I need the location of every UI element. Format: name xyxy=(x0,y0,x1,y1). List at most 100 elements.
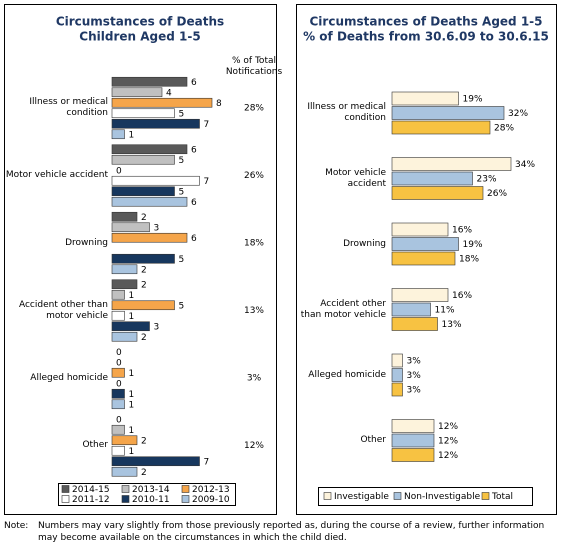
value-label: 2 xyxy=(141,265,147,275)
bar xyxy=(391,433,435,448)
value-label: 0 xyxy=(116,358,122,368)
value-label: 11% xyxy=(435,306,455,316)
chart-title: Children Aged 1-5 xyxy=(79,30,200,44)
bar xyxy=(111,97,213,108)
bar xyxy=(111,289,125,300)
legend-swatch xyxy=(121,495,130,503)
value-label: 26% xyxy=(487,189,507,199)
legend-label: 2009-10 xyxy=(192,495,230,505)
value-label: 8 xyxy=(216,99,222,109)
value-label: 0 xyxy=(116,348,122,358)
share-label: 3% xyxy=(247,374,262,384)
bar xyxy=(391,302,431,317)
bar xyxy=(391,448,435,462)
category-label: Motor vehicle accident xyxy=(5,170,108,180)
category-label-box: Other xyxy=(82,440,108,450)
value-label: 2 xyxy=(141,436,147,446)
bar xyxy=(391,222,449,237)
value-label: 5 xyxy=(179,301,185,311)
value-label: 3% xyxy=(407,386,422,396)
value-label: 1 xyxy=(129,447,135,457)
category-label-box: Drowning xyxy=(65,237,108,248)
value-label: 0 xyxy=(116,415,122,425)
bar xyxy=(111,186,175,197)
value-label: 16% xyxy=(452,291,472,301)
legend-swatch xyxy=(393,492,402,500)
value-label: 1 xyxy=(129,426,135,436)
bar xyxy=(111,76,188,87)
bar xyxy=(111,445,125,456)
bar xyxy=(111,321,150,332)
note: Note: Numbers may vary slightly from thos… xyxy=(4,520,560,544)
category-label-box: Other xyxy=(360,435,386,445)
value-label: 16% xyxy=(452,226,472,236)
legend-label: 2013-14 xyxy=(132,485,170,495)
share-label: 26% xyxy=(244,171,264,181)
bar xyxy=(111,118,200,129)
bar xyxy=(111,388,125,399)
bar xyxy=(391,251,456,266)
share-label: 28% xyxy=(244,104,264,114)
bar xyxy=(391,186,484,200)
category-label-box: Drowning xyxy=(343,238,386,249)
legend-label: 2012-13 xyxy=(192,485,230,495)
value-label: 6 xyxy=(191,198,197,208)
value-label: 7 xyxy=(204,177,210,187)
category-label: Drowning xyxy=(65,237,108,248)
legend-label: 2014-15 xyxy=(72,485,110,495)
category-label: Alleged homicide xyxy=(30,372,108,383)
share-label: 13% xyxy=(244,306,264,316)
legend-swatch xyxy=(323,492,332,500)
category-label-box: Illness or medical condition xyxy=(29,97,108,118)
value-label: 19% xyxy=(463,95,483,105)
share-header: % of Total Notifications xyxy=(225,56,283,77)
value-label: 12% xyxy=(438,422,458,432)
bar xyxy=(111,175,200,186)
category-label: Illness or medical condition xyxy=(307,102,386,123)
bar xyxy=(391,157,512,171)
value-label: 5 xyxy=(179,156,185,166)
legend-swatch xyxy=(181,485,190,493)
value-label: 5 xyxy=(179,255,185,265)
bar xyxy=(391,237,459,251)
legend-label: Non-Investigable xyxy=(404,492,481,502)
value-label: 1 xyxy=(129,400,135,410)
category-label: Other xyxy=(360,435,386,445)
category-label: Drowning xyxy=(343,238,386,249)
value-label: 1 xyxy=(129,130,135,140)
value-label: 1 xyxy=(129,291,135,301)
value-label: 4 xyxy=(166,88,172,98)
chart-title: Circumstances of Deaths Aged 1-5 xyxy=(310,15,543,29)
value-label: 3% xyxy=(407,357,422,367)
panel-border xyxy=(296,4,557,515)
bar xyxy=(111,310,125,321)
bar xyxy=(391,171,473,186)
value-label: 18% xyxy=(459,255,479,265)
legend-swatch xyxy=(61,485,70,493)
value-label: 7 xyxy=(204,120,210,130)
bar xyxy=(111,424,125,435)
category-label: Accident other than motor vehicle xyxy=(18,299,108,321)
value-label: 5 xyxy=(179,187,185,197)
bar xyxy=(111,367,125,378)
value-label: 19% xyxy=(463,240,483,250)
value-label: 1 xyxy=(129,390,135,400)
bar xyxy=(391,91,459,106)
bar xyxy=(391,106,505,120)
bar xyxy=(111,232,188,243)
value-label: 5 xyxy=(179,109,185,119)
bar xyxy=(111,108,175,119)
bar xyxy=(391,353,403,368)
value-label: 3% xyxy=(407,371,422,381)
value-label: 6 xyxy=(191,234,197,244)
legend-swatch xyxy=(181,495,190,503)
value-label: 2 xyxy=(141,468,147,478)
bar xyxy=(111,279,138,290)
category-label: Accident other than motor vehicle xyxy=(300,298,386,320)
bar xyxy=(391,382,403,397)
bar xyxy=(391,120,491,135)
legend-label: 2010-11 xyxy=(132,495,170,505)
category-label: Other xyxy=(82,440,108,450)
value-label: 2 xyxy=(141,213,147,223)
